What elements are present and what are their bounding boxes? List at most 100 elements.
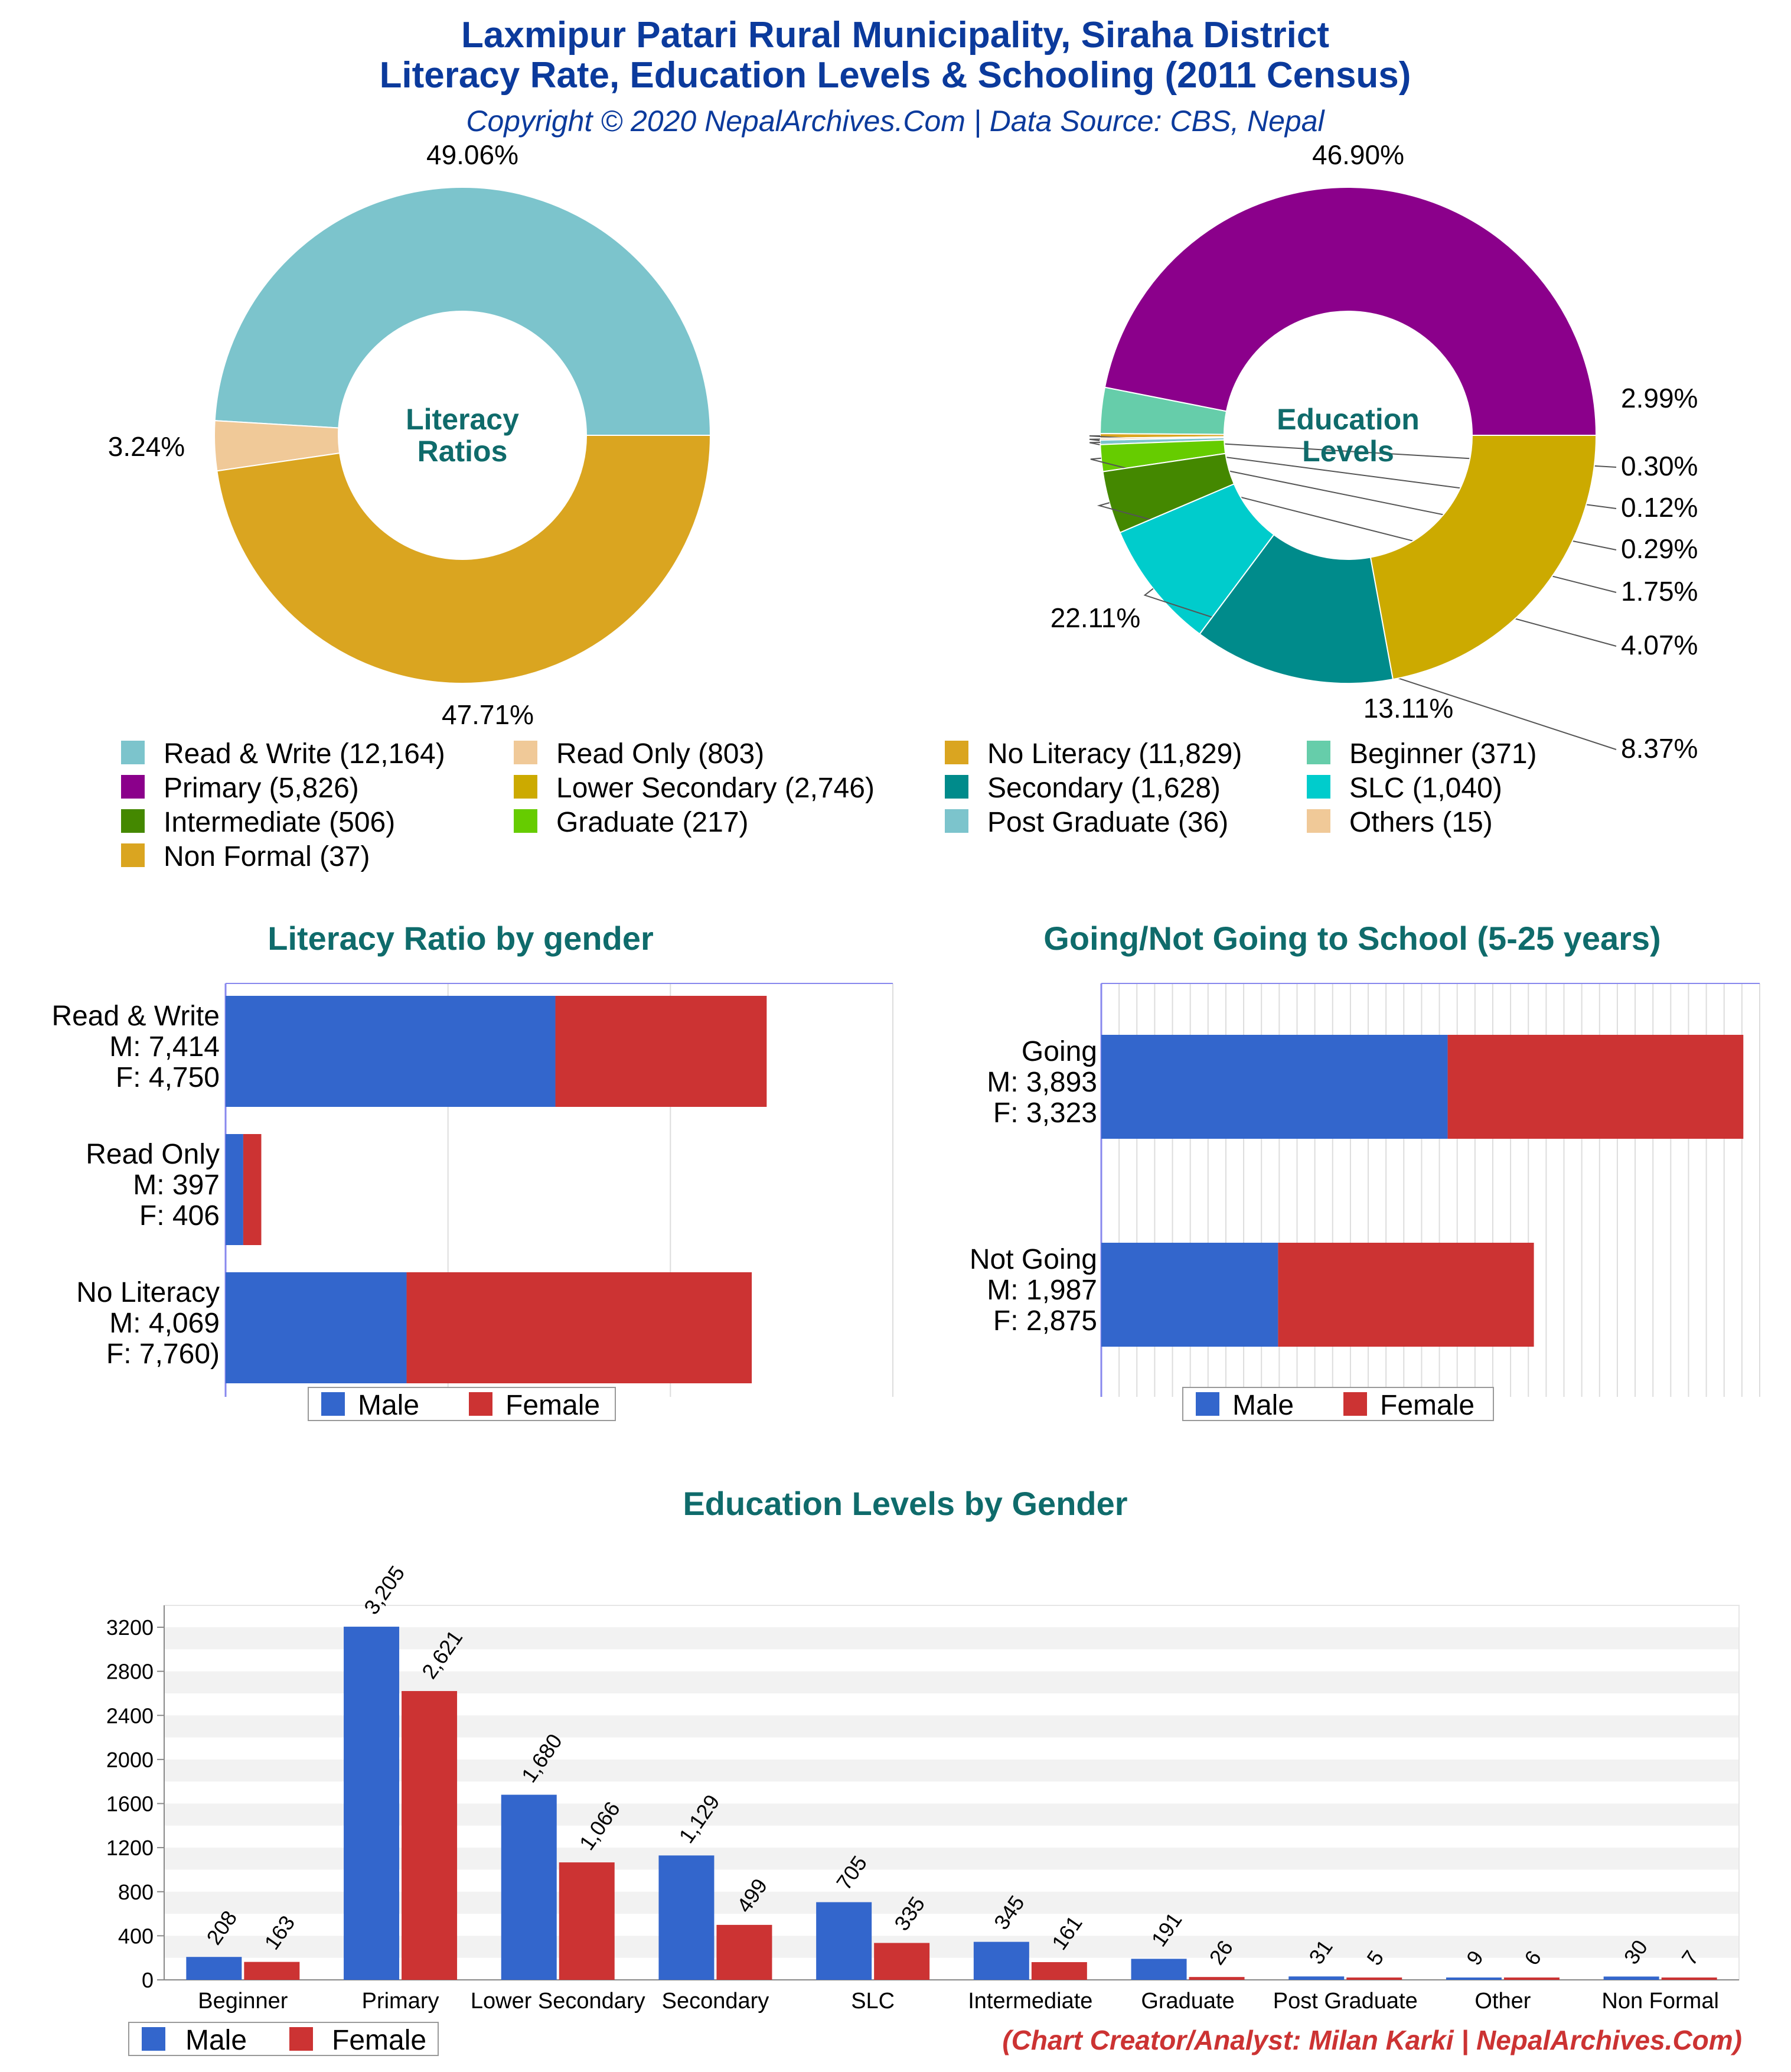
literacy-gender-bar-male [226,1134,243,1245]
literacy-gender-category-label: M: 7,414 [109,1031,220,1063]
education-donut-pct-label: 0.12% [1621,492,1698,523]
education-gender-bar-female [716,1924,772,1980]
school-gender-category-label: F: 3,323 [993,1097,1097,1129]
school-gender-legend-box [1182,1387,1494,1421]
education-gender-ytick-label: 3200 [106,1615,154,1640]
education-gender-title: Education Levels by Gender [683,1485,1127,1522]
legend-swatch-beginner [1307,741,1330,764]
school-gender-bar-female [1447,1035,1744,1139]
education-gender-plot-frame [164,1605,1740,1980]
education-gender-bar-male [501,1794,557,1980]
education-donut-leader-line [1089,441,1617,550]
literacy-gender-legend-box [308,1387,616,1421]
school-gender-bar-female [1278,1243,1534,1347]
literacy-gender-bar-male [226,1272,407,1383]
education-gender-category-label: Post Graduate [1273,1989,1418,2014]
legend-label-slc: SLC (1,040) [1349,773,1502,804]
education-donut-leader-line [1143,588,1617,750]
education-gender-category-label: Beginner [198,1989,288,2014]
education-donut-pct-label: 13.11% [1363,693,1454,724]
main-title-line-1: Laxmipur Patari Rural Municipality, Sira… [461,15,1329,56]
legend-label-lower-secondary: Lower Secondary (2,746) [556,773,875,804]
school-gender-legend-swatch-female [1343,1392,1367,1416]
education-gender-category-label: Graduate [1141,1989,1234,2014]
literacy-gender-legend-swatch-male [321,1392,345,1416]
education-gender-category-label: Lower Secondary [471,1989,645,2014]
education-gender-category-label: Other [1474,1989,1531,2014]
school-gender-legend-label-female: Female [1380,1390,1474,1421]
legend-swatch-read-only [514,741,537,764]
legend-label-non-formal: Non Formal (37) [164,841,370,872]
literacy-donut-pct-label: 47.71% [442,699,534,730]
school-gender-legend-swatch-male [1196,1392,1219,1416]
legend-swatch-post-graduate [945,809,968,833]
literacy-gender-category-label: Read & Write [51,1001,220,1032]
literacy-gender-category-label: M: 4,069 [109,1308,220,1339]
literacy-donut-slice-read-write [214,187,712,436]
literacy-gender-bar-female [243,1134,262,1245]
literacy-gender-bar-female [555,996,767,1107]
literacy-donut-slice-read-only [214,420,341,472]
literacy-gender-category-label: F: 7,760) [106,1338,220,1370]
education-gender-bar-male [344,1627,400,1980]
education-donut-center-label-2: Levels [1302,435,1394,468]
main-title-line-2: Literacy Rate, Education Levels & School… [380,55,1411,96]
education-gender-grid-band [164,1715,1739,1738]
education-gender-legend-swatch-female [289,2027,313,2051]
education-gender-grid-band [164,1671,1739,1693]
literacy-donut-slice-no-literacy [216,435,712,684]
education-gender-bar-female [874,1943,930,1980]
education-gender-grid-band [164,1936,1739,1958]
education-gender-bar-female [244,1962,300,1980]
legend-label-intermediate: Intermediate (506) [164,807,395,838]
legend-swatch-no-literacy [945,741,968,764]
education-gender-bar-female [1189,1977,1245,1980]
literacy-gender-category-label: Read Only [86,1139,220,1170]
education-gender-bar-female [1661,1977,1717,1980]
education-gender-legend-swatch-male [142,2027,165,2051]
literacy-donut-pct-label: 49.06% [426,139,518,170]
legend-label-others: Others (15) [1349,807,1493,838]
legend-swatch-graduate [514,809,537,833]
education-gender-bar-female [559,1862,615,1980]
education-donut-chart: 46.90% 2.99% 0.30% 0.12% 0.29% 1.75% 4.07% 8.37… [1051,139,1698,764]
legend-label-post-graduate: Post Graduate (36) [987,807,1228,838]
education-gender-bar-male [816,1902,872,1980]
education-donut-pct-label: 22.11% [1051,602,1141,633]
literacy-gender-legend-label-female: Female [505,1390,600,1421]
education-gender-bar-male [186,1957,242,1980]
school-gender-category-label: M: 1,987 [987,1275,1097,1306]
education-donut-slice-primary [1104,187,1597,436]
literacy-donut-center-label-1: Literacy [406,403,519,436]
education-donut-leader-line [1089,435,1617,468]
education-gender-legend-label-female: Female [332,2025,426,2056]
education-gender-grid-band [164,1627,1739,1650]
literacy-gender-category-label: No Literacy [76,1277,220,1308]
literacy-donut-center-label-2: Ratios [417,435,508,468]
legend-label-read-only: Read Only (803) [556,738,764,770]
education-donut-slice-lower-secondary [1369,435,1597,680]
education-gender-bar-female [1031,1962,1087,1980]
legend-label-read-write: Read & Write (12,164) [164,738,445,770]
legend-swatch-secondary [945,775,968,799]
school-gender-title: Going/Not Going to School (5-25 years) [1043,920,1660,957]
legend-swatch-slc [1307,775,1330,799]
education-donut-pct-label: 1.75% [1621,576,1698,607]
education-donut-pct-label: 2.99% [1621,383,1698,413]
education-gender-ytick-label: 1600 [106,1792,154,1816]
school-gender-category-label: F: 2,875 [993,1305,1097,1337]
legend-label-beginner: Beginner (371) [1349,738,1537,770]
legend-label-secondary: Secondary (1,628) [987,773,1221,804]
education-gender-grid-band [164,1891,1739,1914]
legend-label-primary: Primary (5,826) [164,773,359,804]
education-gender-category-label: Non Formal [1601,1989,1719,2014]
education-donut-slice-beginner [1100,386,1228,435]
copyright-subtitle: Copyright © 2020 NepalArchives.Com | Dat… [466,105,1325,138]
literacy-gender-title: Literacy Ratio by gender [267,920,654,957]
education-donut-slice-secondary [1199,533,1394,684]
education-gender-bar-male [1131,1959,1187,1980]
education-donut-pct-label: 4.07% [1621,630,1698,660]
school-gender-category-label: Not Going [970,1244,1097,1275]
education-gender-ytick-label: 1200 [106,1836,154,1860]
